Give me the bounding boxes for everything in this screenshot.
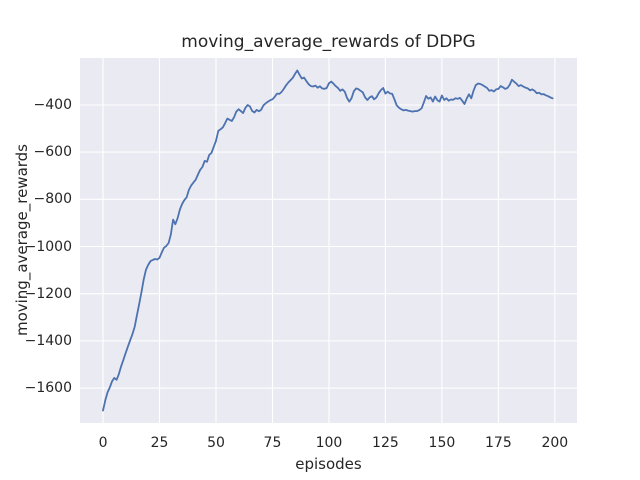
- x-tick-label: 175: [485, 435, 512, 451]
- x-tick-label: 50: [207, 435, 225, 451]
- chart-title: moving_average_rewards of DDPG: [181, 32, 476, 52]
- y-tick-label: −600: [33, 144, 72, 161]
- x-tick-label: 25: [150, 435, 169, 451]
- x-tick-label: 125: [372, 435, 399, 451]
- x-tick-label: 150: [428, 435, 456, 451]
- x-tick-label: 200: [541, 435, 569, 451]
- x-axis-label: episodes: [295, 455, 362, 473]
- y-tick-label: −1200: [24, 285, 72, 302]
- y-tick-label: −400: [33, 96, 72, 113]
- y-tick-label: −800: [33, 191, 72, 208]
- y-tick-label: −1400: [24, 332, 72, 349]
- x-tick-label: 0: [98, 435, 108, 451]
- plot-area: [80, 58, 577, 423]
- y-tick-label: −1000: [24, 238, 72, 255]
- x-tick-label: 100: [315, 435, 343, 451]
- reward-line: [102, 69, 554, 412]
- x-tick-label: 75: [263, 435, 282, 451]
- y-tick-label: −1600: [24, 380, 72, 397]
